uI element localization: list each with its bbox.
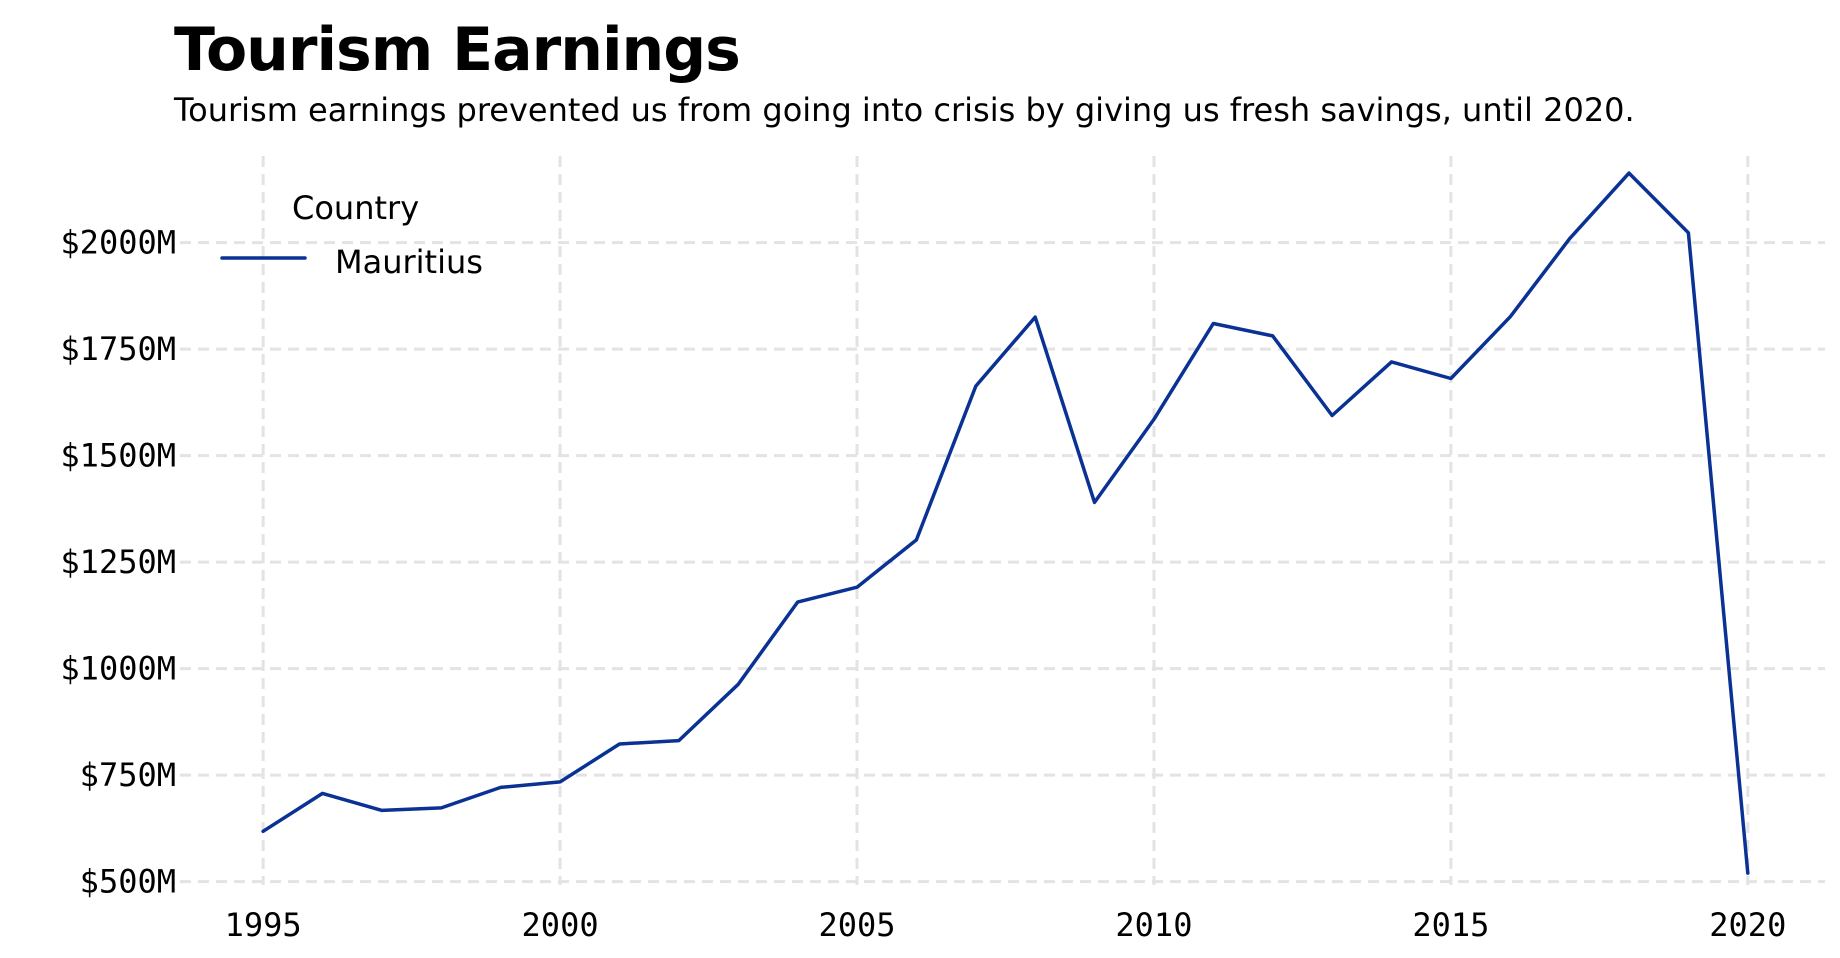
x-tick-label-2020: 2020: [1709, 906, 1786, 944]
y-tick-label-1250: $1250M: [60, 543, 176, 581]
y-tick-label-1500: $1500M: [60, 437, 176, 475]
x-tick-label-2015: 2015: [1412, 906, 1489, 944]
legend: Country Mauritius: [220, 189, 483, 281]
x-tick-label-2000: 2000: [522, 906, 599, 944]
chart-subtitle: Tourism earnings prevented us from going…: [174, 91, 1635, 129]
legend-title: Country: [292, 189, 419, 227]
y-tick-label-1750: $1750M: [60, 330, 176, 368]
x-tick-label-2005: 2005: [818, 906, 895, 944]
series-line-mauritius: [261, 171, 1750, 875]
x-tick-label-2010: 2010: [1115, 906, 1192, 944]
y-tick-label-1000: $1000M: [60, 650, 176, 688]
legend-label-mauritius: Mauritius: [335, 243, 483, 281]
grid-layer: [180, 156, 1825, 885]
y-tick-label-750: $750M: [80, 756, 176, 794]
x-tick-label-1995: 1995: [225, 906, 302, 944]
series-layer: [261, 171, 1750, 875]
axis-layer: $500M $750M $1000M $1250M $1500M $1750M $2000M…: [60, 224, 1786, 944]
y-tick-label-2000: $2000M: [60, 224, 176, 262]
chart-title: Tourism Earnings: [174, 15, 741, 85]
y-tick-label-500: $500M: [80, 863, 176, 901]
